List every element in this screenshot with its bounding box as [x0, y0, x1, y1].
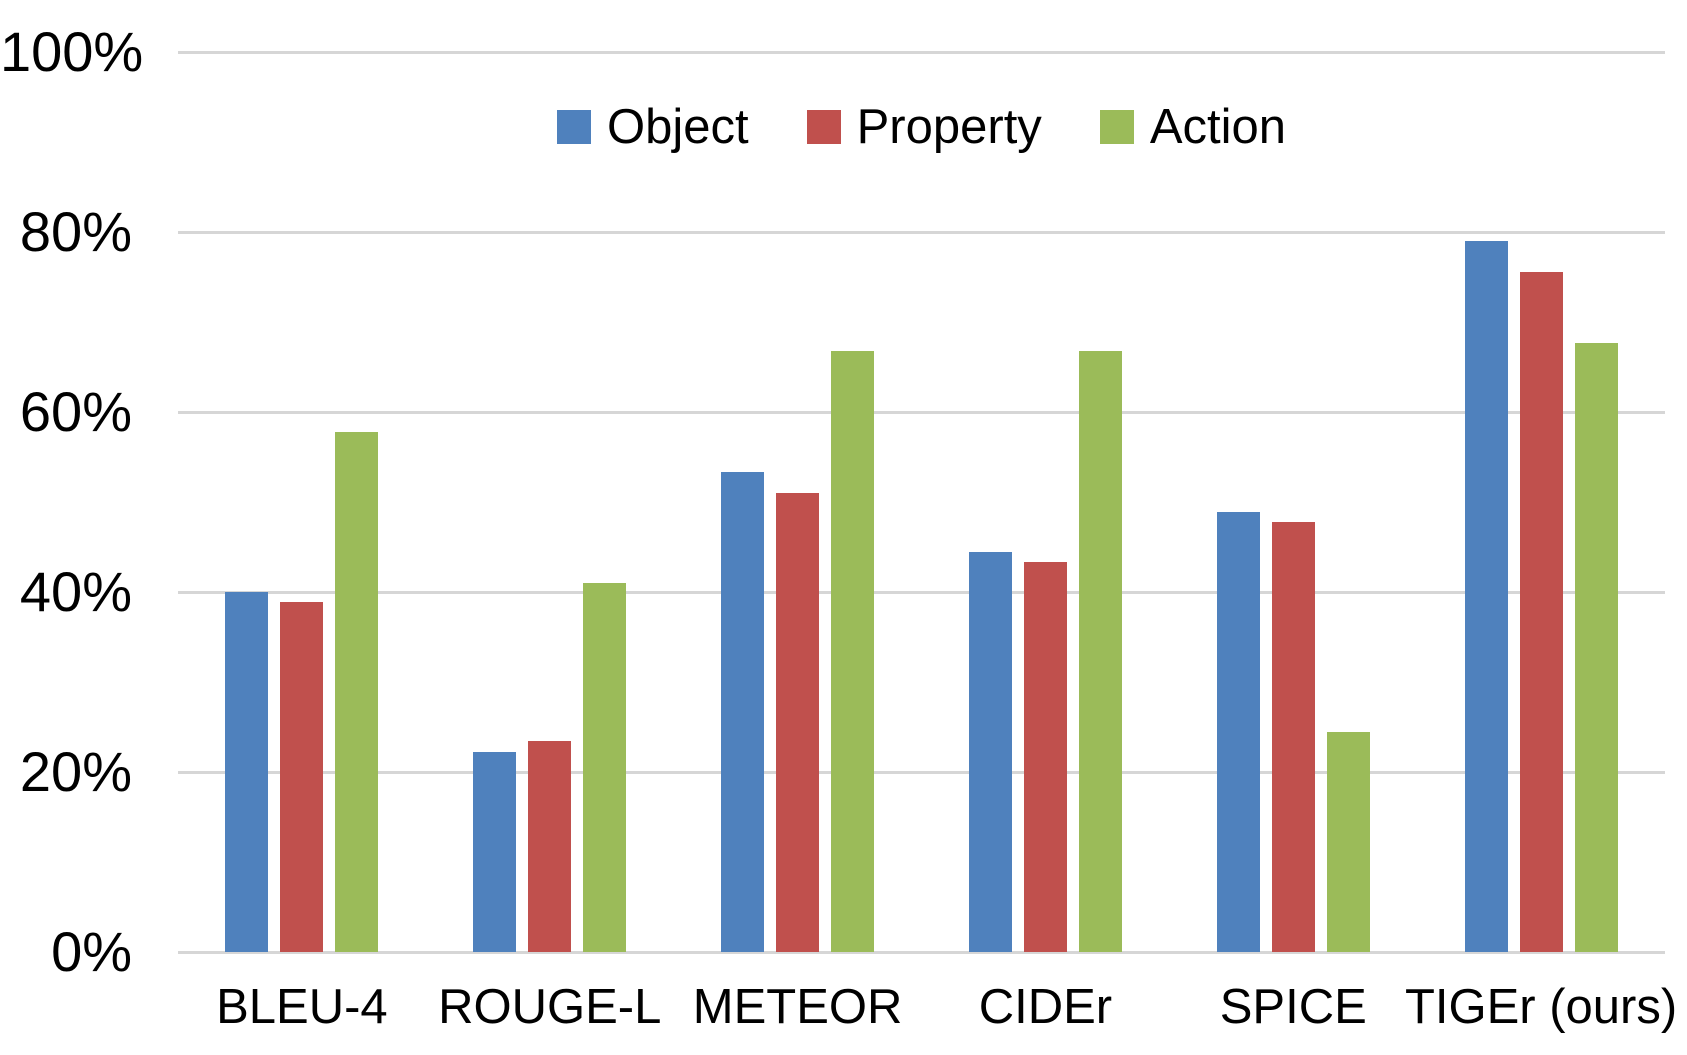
bar-property-bleu-4: [280, 601, 324, 952]
gridline-60: [178, 410, 1665, 414]
legend-label-object: Object: [607, 100, 749, 154]
y-tick-label-20: 20%: [19, 740, 132, 803]
plot-area: [178, 50, 1665, 954]
y-tick-label-80: 80%: [19, 200, 132, 263]
legend-swatch-object: [557, 110, 591, 144]
legend-item-object: Object: [557, 98, 749, 156]
x-category-label-tiger-ours: TIGEr (ours): [1404, 980, 1678, 1034]
y-tick-label-100: 100%: [0, 20, 144, 83]
bar-object-tiger-ours: [1464, 241, 1508, 952]
y-tick-label-0: 0%: [51, 920, 132, 983]
gridline-0: [178, 950, 1665, 954]
legend-item-property: Property: [806, 98, 1042, 156]
x-category-label-meteor: METEOR: [692, 980, 903, 1034]
bar-object-spice: [1216, 511, 1260, 952]
bar-property-cider: [1023, 562, 1067, 952]
bar-action-cider: [1078, 350, 1122, 952]
gridline-40: [178, 590, 1665, 594]
gridline-80: [178, 230, 1665, 234]
bar-object-meteor: [721, 472, 765, 952]
bar-property-rouge-l: [528, 741, 572, 952]
legend-label-property: Property: [856, 100, 1042, 154]
bar-action-meteor: [831, 350, 875, 952]
y-tick-label-60: 60%: [19, 380, 132, 443]
x-category-label-spice: SPICE: [1219, 980, 1367, 1034]
legend-label-action: Action: [1149, 100, 1286, 154]
bar-action-tiger-ours: [1574, 342, 1618, 952]
x-category-label-cider: CIDEr: [978, 980, 1113, 1034]
y-tick-label-40: 40%: [19, 560, 132, 623]
bar-property-spice: [1271, 521, 1315, 952]
bar-action-bleu-4: [335, 431, 379, 952]
x-category-label-bleu-4: BLEU-4: [216, 980, 388, 1034]
bar-object-bleu-4: [225, 592, 269, 952]
gridline-20: [178, 770, 1665, 774]
bar-property-meteor: [776, 493, 820, 952]
legend: Object Property Action: [178, 98, 1665, 156]
bar-object-rouge-l: [473, 752, 517, 952]
bar-action-rouge-l: [583, 583, 627, 952]
legend-item-action: Action: [1099, 98, 1286, 156]
x-category-label-rouge-l: ROUGE-L: [438, 980, 662, 1034]
bar-property-tiger-ours: [1519, 271, 1563, 952]
legend-swatch-action: [1099, 110, 1134, 144]
bar-object-cider: [968, 552, 1012, 952]
legend-swatch-property: [806, 110, 841, 144]
bar-action-spice: [1326, 731, 1370, 952]
gridline-100: [178, 50, 1665, 54]
